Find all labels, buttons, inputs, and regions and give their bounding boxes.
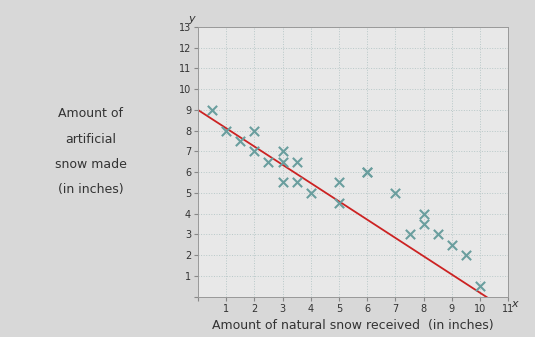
Text: snow made: snow made bbox=[55, 158, 127, 171]
Point bbox=[363, 170, 371, 175]
Point bbox=[278, 180, 287, 185]
Point bbox=[433, 232, 442, 237]
Point bbox=[278, 149, 287, 154]
Point bbox=[293, 180, 301, 185]
Text: artificial: artificial bbox=[65, 132, 117, 146]
Text: y: y bbox=[188, 14, 195, 24]
Point bbox=[335, 180, 343, 185]
Point bbox=[448, 242, 456, 247]
Text: Amount of: Amount of bbox=[58, 107, 124, 120]
Point bbox=[419, 211, 428, 216]
Point bbox=[391, 190, 400, 195]
Point bbox=[293, 159, 301, 164]
Point bbox=[278, 159, 287, 164]
Point bbox=[307, 190, 315, 195]
Point bbox=[476, 283, 484, 289]
Point bbox=[335, 201, 343, 206]
Point bbox=[419, 221, 428, 227]
Point bbox=[250, 149, 258, 154]
Point bbox=[462, 252, 470, 258]
Point bbox=[363, 170, 371, 175]
Point bbox=[236, 138, 244, 144]
Point bbox=[250, 128, 258, 133]
X-axis label: Amount of natural snow received  (in inches): Amount of natural snow received (in inch… bbox=[212, 319, 494, 332]
Text: x: x bbox=[511, 299, 518, 309]
Point bbox=[405, 232, 414, 237]
Text: (in inches): (in inches) bbox=[58, 183, 124, 196]
Point bbox=[208, 107, 216, 113]
Point bbox=[264, 159, 273, 164]
Point bbox=[222, 128, 231, 133]
